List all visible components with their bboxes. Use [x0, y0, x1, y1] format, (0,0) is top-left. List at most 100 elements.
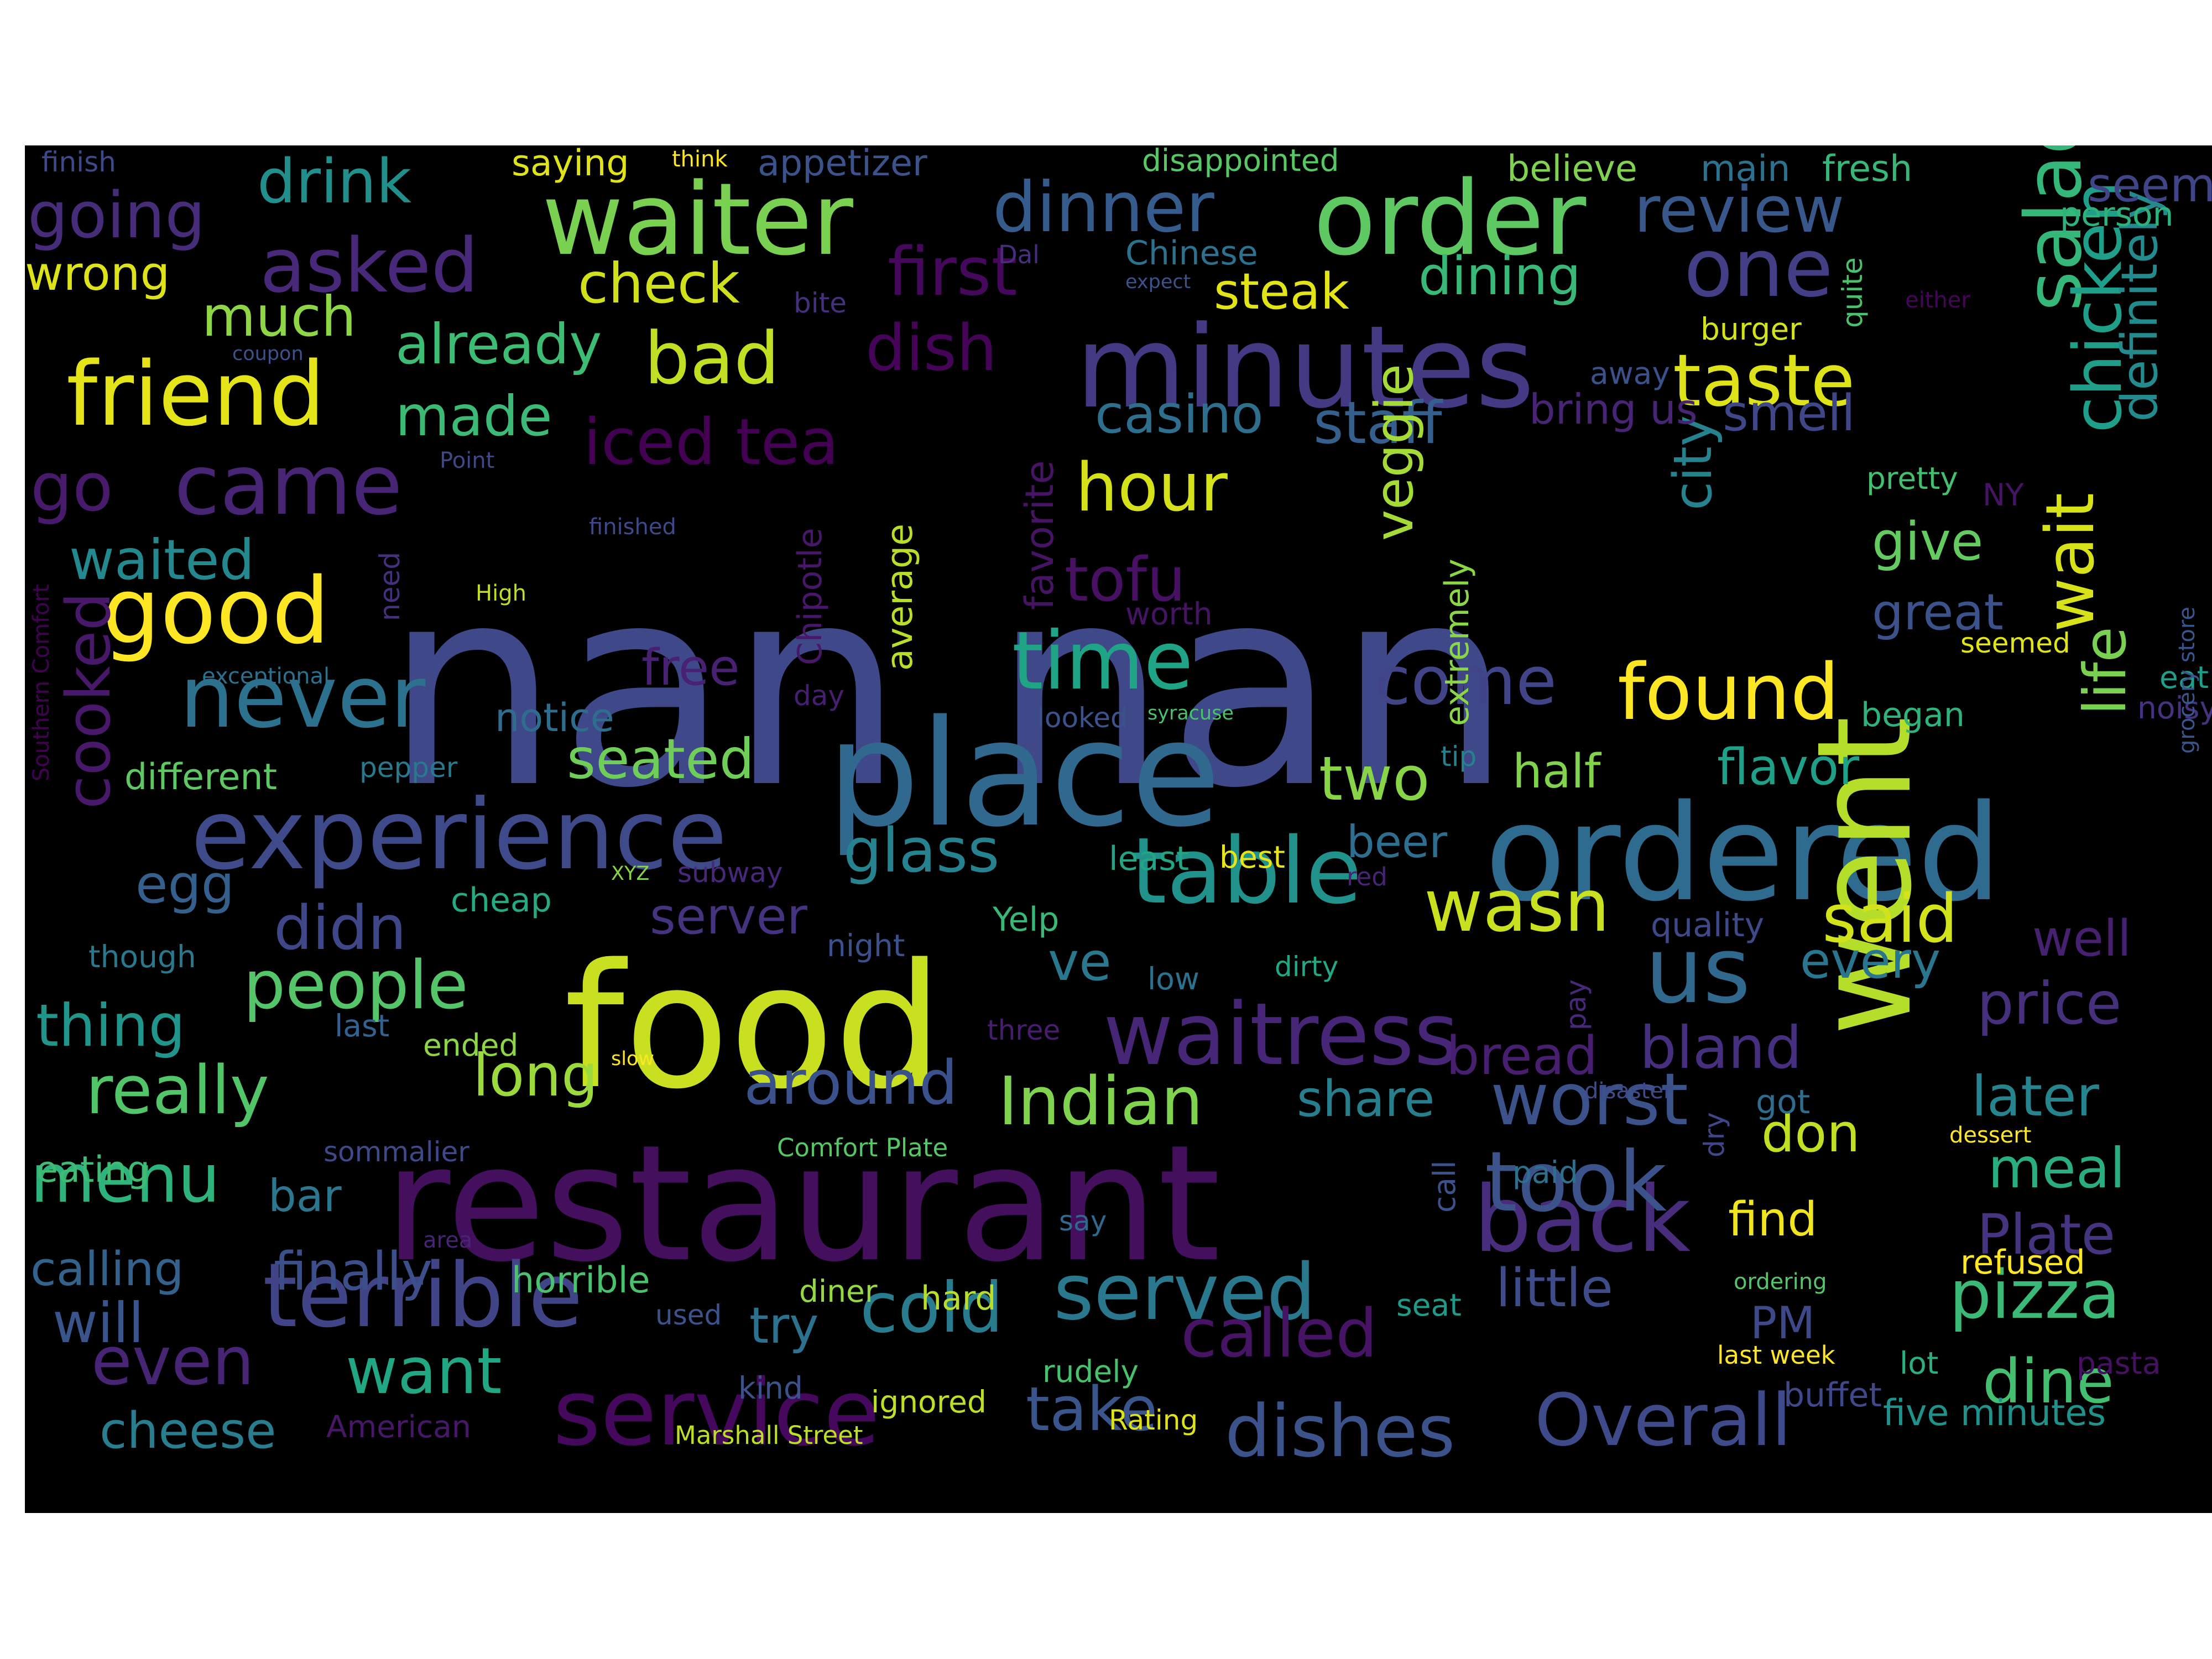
word-cloud-word: check	[578, 251, 740, 316]
word-cloud-word: service	[553, 1360, 880, 1466]
word-cloud-word: waited	[69, 528, 255, 592]
word-cloud-word: didn	[274, 893, 406, 963]
word-cloud-word: fresh	[1822, 148, 1913, 190]
word-cloud-word: bread	[1446, 1026, 1598, 1087]
word-cloud-word: Point	[440, 448, 495, 473]
word-cloud-word: drink	[257, 146, 412, 217]
word-cloud-word: exceptional	[202, 664, 330, 689]
word-cloud-word: terrible	[263, 1244, 583, 1347]
word-cloud-word: waitress	[1103, 984, 1459, 1084]
word-cloud-word: called	[1181, 1296, 1378, 1373]
word-cloud-word: ordered	[1485, 776, 2002, 931]
word-cloud-word: think	[672, 147, 728, 172]
word-cloud-word: want	[346, 1334, 502, 1408]
word-cloud-word: worst	[1490, 1057, 1689, 1141]
word-cloud-word: quality	[1651, 906, 1765, 945]
word-cloud-word: least	[1109, 839, 1190, 878]
word-cloud-word: need	[374, 552, 406, 621]
word-cloud-word: eat	[2159, 660, 2209, 695]
word-cloud-word: began	[1861, 696, 1965, 734]
word-cloud-word: finish	[41, 146, 116, 178]
word-cloud-word: calling	[30, 1242, 184, 1297]
word-cloud-word: person	[2060, 195, 2174, 234]
word-cloud-word: Yelp	[993, 900, 1060, 939]
word-cloud-word: good	[102, 558, 330, 664]
word-cloud-word: seem	[2088, 158, 2212, 213]
word-cloud-word: finally	[274, 1241, 433, 1302]
word-cloud-word: long	[473, 1042, 598, 1109]
word-cloud-word: dirty	[1275, 951, 1339, 983]
word-cloud-word: paid	[1512, 1155, 1578, 1190]
word-cloud-word: Indian	[998, 1063, 1203, 1140]
word-cloud-word: hard	[921, 1279, 997, 1318]
word-cloud-word: Marshall Street	[675, 1421, 863, 1450]
word-cloud-word: either	[1905, 288, 1970, 313]
word-cloud-word: pasta	[2077, 1345, 2161, 1381]
word-cloud-word: main	[1700, 148, 1791, 190]
word-cloud-word: share	[1297, 1070, 1435, 1128]
word-cloud-word: burger	[1700, 311, 1802, 347]
word-cloud-word: bland	[1640, 1014, 1802, 1082]
word-cloud-word: last	[335, 1008, 390, 1044]
word-cloud-word: taste	[1673, 338, 1855, 422]
word-cloud-word: grocery store	[2174, 606, 2200, 754]
word-cloud-word: great	[1872, 583, 2004, 641]
word-cloud-word: free	[641, 639, 740, 697]
word-cloud-word: seated	[567, 727, 755, 791]
word-cloud-word: waiter	[542, 162, 853, 278]
word-cloud-word: steak	[1214, 263, 1349, 321]
word-cloud-word: dinner	[993, 168, 1214, 248]
word-cloud-word: little	[1496, 1258, 1614, 1319]
word-cloud-word: already	[395, 312, 602, 377]
word-cloud-word: quite	[1837, 257, 1869, 328]
word-cloud-word: thing	[36, 992, 186, 1060]
word-cloud-word: diner	[799, 1274, 878, 1309]
word-cloud-word: tofu	[1065, 544, 1186, 615]
word-cloud-word: saying	[512, 145, 629, 184]
word-cloud-word: asked	[260, 222, 479, 309]
word-cloud-word: bring us	[1529, 385, 1698, 434]
word-cloud-word: dine	[1983, 1346, 2114, 1417]
word-cloud-word: friend	[66, 342, 325, 446]
word-cloud-word: coupon	[232, 343, 304, 365]
word-cloud-word: say	[1059, 1205, 1107, 1237]
word-cloud-word: ve	[1048, 932, 1112, 993]
word-cloud-word: pepper	[359, 752, 458, 784]
word-cloud-word: took	[1485, 1134, 1667, 1230]
word-cloud-word: bad	[644, 316, 780, 400]
word-cloud-word: day	[794, 680, 844, 712]
word-cloud-word: staff	[1313, 389, 1442, 457]
word-cloud-word: rudely	[1042, 1354, 1139, 1389]
word-cloud-word: buffet	[1783, 1376, 1882, 1415]
word-cloud-word: got	[1756, 1083, 1811, 1121]
word-cloud-word: believe	[1507, 148, 1637, 190]
word-cloud-word: casino	[1095, 384, 1264, 445]
word-cloud-word: area	[423, 1228, 473, 1253]
word-cloud-word: low	[1147, 961, 1199, 997]
word-cloud-word: syracuse	[1147, 702, 1234, 724]
word-cloud-word: food	[564, 927, 943, 1127]
word-cloud-word: really	[86, 1052, 269, 1129]
word-cloud-word: experience	[191, 779, 727, 891]
word-cloud-word: well	[2032, 910, 2131, 968]
word-cloud-word: going	[28, 179, 206, 253]
word-cloud-word: sommalier	[324, 1136, 469, 1168]
word-cloud-word: High	[476, 581, 526, 606]
word-cloud-word: price	[1977, 970, 2122, 1037]
word-cloud-word: kind	[738, 1370, 803, 1406]
word-cloud-word: wasn	[1424, 864, 1610, 948]
word-cloud-word: place	[827, 689, 1221, 859]
word-cloud-word: dry	[1698, 1112, 1730, 1157]
word-cloud-word: refused	[1960, 1243, 2085, 1282]
word-cloud-word: never	[180, 647, 426, 747]
word-cloud-word: don	[1761, 1103, 1860, 1164]
word-cloud-word: one	[1684, 222, 1833, 315]
word-cloud-word: take	[1026, 1374, 1157, 1444]
word-cloud-word: time	[1012, 614, 1193, 708]
word-cloud-word: nan nan	[384, 526, 1512, 848]
word-cloud-word: eating	[36, 1149, 150, 1191]
word-cloud-word: later	[1971, 1064, 2099, 1129]
word-cloud-word: though	[88, 939, 196, 974]
word-cloud-word: veggie	[1364, 363, 1425, 541]
word-cloud-word: call	[1427, 1160, 1462, 1213]
